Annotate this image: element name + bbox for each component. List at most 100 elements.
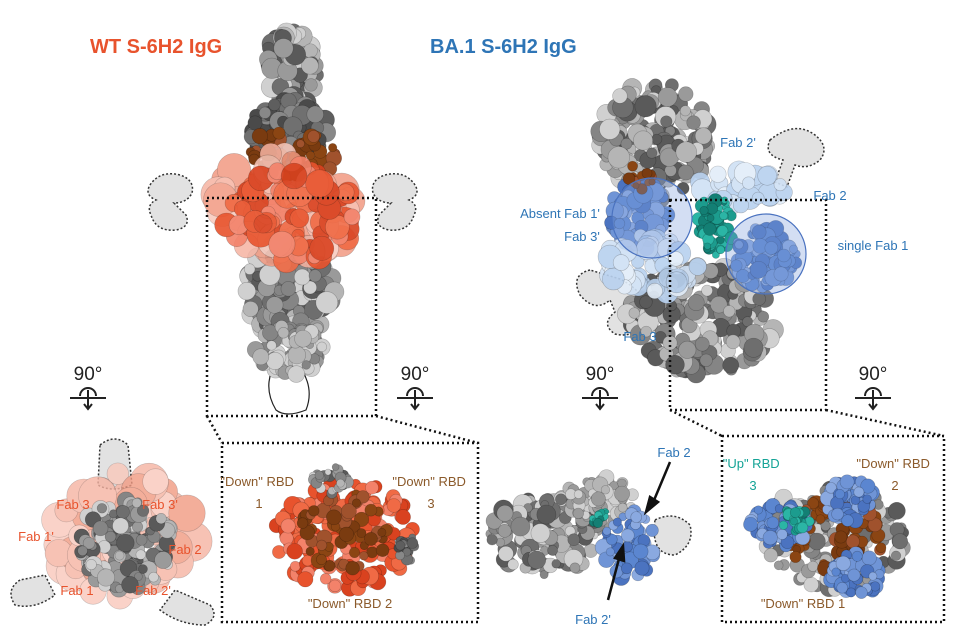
residue: [510, 516, 531, 537]
residue: [640, 325, 652, 338]
residue: [142, 468, 169, 495]
residue: [277, 327, 290, 339]
residue: [336, 183, 355, 202]
residue: [851, 550, 863, 562]
fab-label: Fab 2': [720, 135, 756, 150]
residue: [137, 504, 150, 517]
residue: [665, 355, 685, 375]
residue: [648, 178, 656, 186]
rbd-label-line: "Down" RBD: [392, 474, 466, 489]
residue: [273, 38, 294, 59]
residue: [599, 118, 621, 140]
residue: [612, 88, 628, 104]
residue: [131, 521, 144, 533]
residue: [891, 533, 908, 550]
residue: [134, 572, 143, 581]
residue: [634, 560, 650, 576]
fab-label: Absent Fab 1': [520, 206, 600, 221]
residue: [258, 106, 272, 119]
residue: [363, 531, 378, 546]
residue: [855, 586, 868, 599]
residue: [719, 211, 728, 221]
protein-surface: [259, 22, 324, 125]
rotation-label: 90°: [74, 364, 103, 385]
rotation-label: 90°: [859, 364, 888, 385]
rotation-label: 90°: [586, 364, 615, 385]
residue: [356, 528, 367, 539]
rbd-label: "Down" RBD 1: [761, 596, 845, 611]
residue: [636, 183, 648, 195]
residue: [641, 167, 653, 179]
residue: [289, 560, 301, 572]
residue: [606, 533, 618, 546]
residue: [834, 488, 845, 500]
residue: [773, 266, 789, 282]
residue: [305, 169, 334, 198]
residue: [734, 240, 744, 250]
residue: [751, 191, 765, 205]
residue: [890, 550, 902, 561]
residue: [496, 504, 514, 522]
residue: [301, 360, 311, 370]
rbd-label: "Down" RBD 3: [392, 474, 469, 511]
residue: [106, 462, 129, 485]
structures: [10, 22, 911, 626]
protein-surface: [730, 220, 803, 293]
residue: [497, 523, 512, 538]
residue: [305, 546, 315, 556]
residue: [115, 504, 130, 519]
protein-surface: [296, 489, 393, 576]
residue: [743, 516, 758, 532]
fab-label: Fab 1: [60, 583, 93, 598]
residue: [777, 248, 791, 263]
residue: [753, 505, 763, 515]
protein-surface: [597, 228, 707, 304]
residue: [699, 353, 713, 367]
residue: [853, 486, 865, 498]
residue: [572, 507, 584, 520]
residue: [776, 528, 788, 540]
residue: [679, 105, 691, 117]
residue: [316, 341, 328, 353]
residue: [77, 545, 88, 557]
protein-surface: [588, 507, 610, 529]
residue: [709, 165, 727, 183]
residue: [825, 482, 837, 494]
residue: [722, 356, 740, 374]
residue: [286, 543, 303, 560]
residue: [742, 176, 756, 190]
residue: [253, 214, 273, 234]
residue: [237, 281, 256, 301]
fab-label: single Fab 1: [838, 238, 909, 253]
protein-surface: [393, 533, 420, 566]
residue: [567, 533, 581, 547]
residue: [148, 571, 159, 583]
residue: [602, 526, 612, 536]
residue: [293, 268, 311, 286]
residue: [861, 550, 877, 566]
residue: [706, 202, 719, 215]
residue: [319, 573, 332, 585]
fab-label: Fab 3: [623, 329, 656, 344]
residue: [716, 224, 729, 237]
rotation-icons: [70, 387, 891, 411]
residue: [296, 517, 309, 529]
residue: [308, 505, 320, 517]
residue: [92, 520, 109, 537]
fab-outline: [10, 574, 56, 607]
residue: [266, 352, 284, 370]
residue: [97, 568, 115, 587]
residue: [703, 242, 712, 250]
residue: [343, 208, 361, 226]
protein-surface: [246, 320, 331, 383]
pointer-arrows: [606, 461, 672, 601]
fab-outline: [371, 173, 418, 231]
residue: [757, 310, 770, 323]
residue: [815, 514, 826, 525]
residue: [251, 128, 268, 145]
residue: [678, 86, 694, 102]
residue: [612, 517, 622, 527]
residue: [356, 490, 370, 504]
protein-surface: [778, 506, 815, 536]
